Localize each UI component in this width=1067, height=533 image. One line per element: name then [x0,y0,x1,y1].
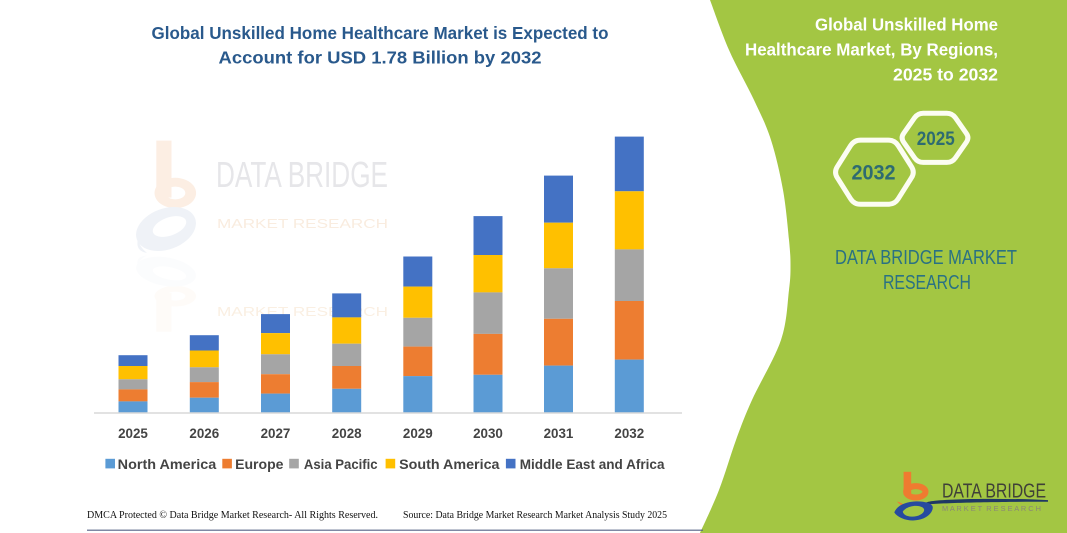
svg-text:DATA BRIDGE: DATA BRIDGE [216,154,388,195]
svg-text:DATA BRIDGE: DATA BRIDGE [942,481,1046,503]
svg-text:2026: 2026 [189,426,219,441]
svg-text:2025: 2025 [118,426,148,441]
svg-text:South America: South America [399,457,500,472]
svg-text:Global Unskilled Home: Global Unskilled Home [815,15,998,35]
svg-text:Global Unskilled Home Healthca: Global Unskilled Home Healthcare Market … [152,23,609,43]
svg-text:Middle East and Africa: Middle East and Africa [520,457,665,472]
svg-text:MARKET RESEARCH: MARKET RESEARCH [217,216,388,231]
svg-text:MARKET RESEARCH: MARKET RESEARCH [217,304,388,319]
svg-text:2025 to 2032: 2025 to 2032 [893,65,998,85]
svg-text:2030: 2030 [473,426,503,441]
svg-text:M A R K E T R E S E A R C H: M A R K E T R E S E A R C H [942,504,1041,513]
svg-text:Account for USD 1.78 Billion b: Account for USD 1.78 Billion by 2032 [219,48,542,68]
svg-text:2032: 2032 [852,162,896,185]
svg-text:RESEARCH: RESEARCH [883,272,971,294]
svg-text:2025: 2025 [917,128,955,150]
svg-text:2031: 2031 [544,426,574,441]
svg-text:Asia Pacific: Asia Pacific [304,457,378,472]
svg-text:2032: 2032 [614,426,644,441]
svg-text:2028: 2028 [332,426,362,441]
svg-text:DMCA Protected © Data Bridge M: DMCA Protected © Data Bridge Market Rese… [87,510,378,521]
svg-text:Europe: Europe [235,457,284,472]
svg-text:2029: 2029 [403,426,433,441]
svg-text:2027: 2027 [261,426,291,441]
svg-text:DATA BRIDGE MARKET: DATA BRIDGE MARKET [835,247,1017,269]
svg-text:North America: North America [118,457,217,472]
svg-text:Healthcare Market, By Regions,: Healthcare Market, By Regions, [745,40,998,60]
svg-text:Source: Data Bridge Market Res: Source: Data Bridge Market Research Mark… [403,510,667,521]
